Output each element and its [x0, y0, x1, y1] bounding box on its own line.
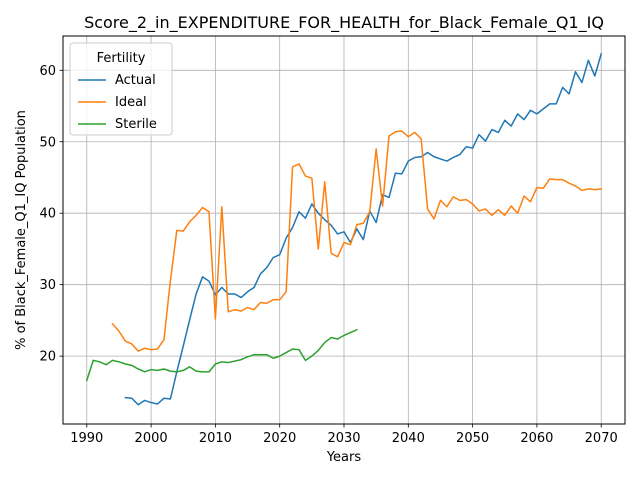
legend-label-actual: Actual — [115, 73, 156, 88]
legend-box — [69, 42, 173, 136]
legend-label-sterile: Sterile — [115, 117, 157, 132]
x-tick-label: 1990 — [70, 431, 103, 446]
x-axis-label: Years — [326, 450, 362, 465]
series-line-sterile — [85, 328, 358, 382]
x-tick-label: 2000 — [135, 431, 168, 446]
x-tick-label: 2070 — [585, 431, 618, 446]
y-axis-label: % of Black_Female_Q1_IQ Population — [14, 110, 29, 350]
y-tick-label: 30 — [39, 278, 56, 293]
chart-title: Score_2_in_EXPENDITURE_FOR_HEALTH_for_Bl… — [84, 13, 604, 33]
legend-label-ideal: Ideal — [115, 95, 147, 110]
series-line-ideal — [111, 130, 603, 352]
y-tick-label: 50 — [39, 135, 56, 150]
x-tick-label: 2050 — [456, 431, 489, 446]
x-tick-label: 2040 — [392, 431, 425, 446]
grid — [63, 36, 625, 424]
y-tick-label: 40 — [39, 207, 56, 222]
series-lines — [85, 52, 603, 406]
axis-ticks: 1990 2000 2010 2020 2030 2040 2050 2060 20702030… — [39, 64, 617, 446]
y-tick-label: 60 — [39, 64, 56, 79]
x-tick-label: 2030 — [327, 431, 360, 446]
y-tick-label: 20 — [39, 350, 56, 365]
series-line-actual — [124, 52, 603, 406]
x-tick-label: 2020 — [263, 431, 296, 446]
legend: Fertility Actual Ideal Sterile — [69, 42, 173, 136]
legend-title: Fertility — [97, 51, 146, 66]
x-tick-label: 2060 — [520, 431, 553, 446]
x-tick-label: 2010 — [199, 431, 232, 446]
